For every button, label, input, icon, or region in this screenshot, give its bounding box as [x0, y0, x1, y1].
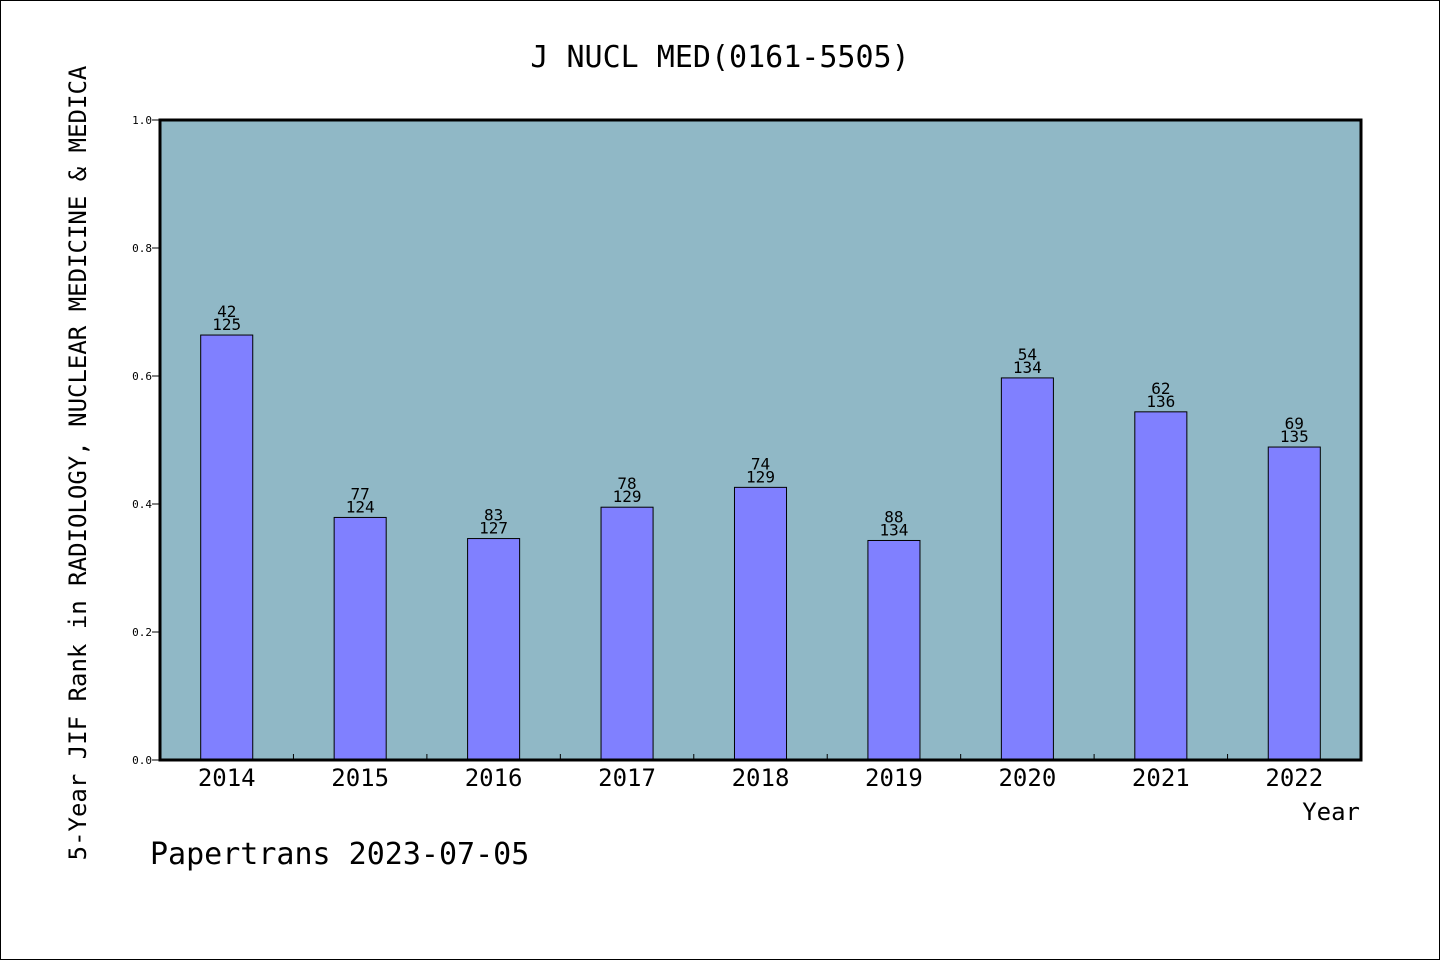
- x-tick-label: 2017: [598, 764, 656, 792]
- plot-border: [158, 118, 1363, 762]
- bar-2022: [1267, 446, 1321, 761]
- x-tick-label: 2014: [198, 764, 256, 792]
- y-tick-label: 0.0: [132, 754, 152, 767]
- bar-2021: [1134, 411, 1188, 761]
- bar-rank-label: 78: [617, 474, 636, 493]
- x-tick-label: 2021: [1132, 764, 1190, 792]
- bar-total-label: 127: [479, 519, 508, 538]
- x-axis-ticks: 2014 2015 2016 2017 2018 2019 2020 2021 2022: [198, 754, 1323, 792]
- bar-total-label: 129: [613, 487, 642, 506]
- bar-total-label: 129: [746, 467, 775, 486]
- footer-credit: Papertrans 2023-07-05: [150, 837, 529, 872]
- x-tick-label: 2019: [865, 764, 923, 792]
- bar-rank-label: 83: [484, 506, 503, 525]
- bar-rank-label: 74: [751, 454, 770, 473]
- y-tick-label: 0.6: [132, 370, 152, 383]
- y-axis-ticks: 0.0 0.2 0.4 0.6 0.8 1.0: [132, 114, 160, 767]
- bar-2016: [467, 538, 521, 761]
- x-tick-label: 2018: [732, 764, 790, 792]
- bar-total-label: 124: [346, 497, 375, 516]
- bar-total-label: 134: [1013, 358, 1042, 377]
- bar-2018: [733, 486, 788, 761]
- y-tick-label: 0.4: [132, 498, 152, 511]
- bar-total-label: 136: [1146, 392, 1175, 411]
- bar-rank-label: 42: [217, 302, 236, 321]
- x-tick-label: 2016: [465, 764, 523, 792]
- bar-2017: [600, 506, 654, 761]
- bar-2014: [200, 334, 254, 761]
- bar-rank-label: 62: [1151, 379, 1170, 398]
- y-axis-label: 5-Year JIF Rank in RADIOLOGY, NUCLEAR ME…: [64, 65, 92, 860]
- x-axis-label: Year: [1302, 798, 1360, 826]
- bar-total-label: 134: [879, 520, 908, 539]
- bar-rank-label: 54: [1018, 345, 1037, 364]
- y-tick-label: 0.2: [132, 626, 152, 639]
- x-tick-label: 2022: [1265, 764, 1323, 792]
- y-tick-label: 1.0: [132, 114, 152, 127]
- bar-rank-label: 77: [351, 484, 370, 503]
- y-tick-label: 0.8: [132, 242, 152, 255]
- bar-2015: [333, 516, 387, 761]
- bar-2020: [1000, 377, 1054, 761]
- chart-title: J NUCL MED(0161-5505): [530, 40, 909, 75]
- x-tick-label: 2020: [998, 764, 1056, 792]
- bar-total-label: 135: [1280, 427, 1309, 446]
- bar-rank-label: 88: [884, 507, 903, 526]
- bar-rank-label: 69: [1285, 414, 1304, 433]
- bar-2019: [867, 539, 921, 761]
- bars: [200, 334, 1321, 761]
- x-tick-label: 2015: [331, 764, 389, 792]
- bar-total-label: 125: [212, 315, 241, 334]
